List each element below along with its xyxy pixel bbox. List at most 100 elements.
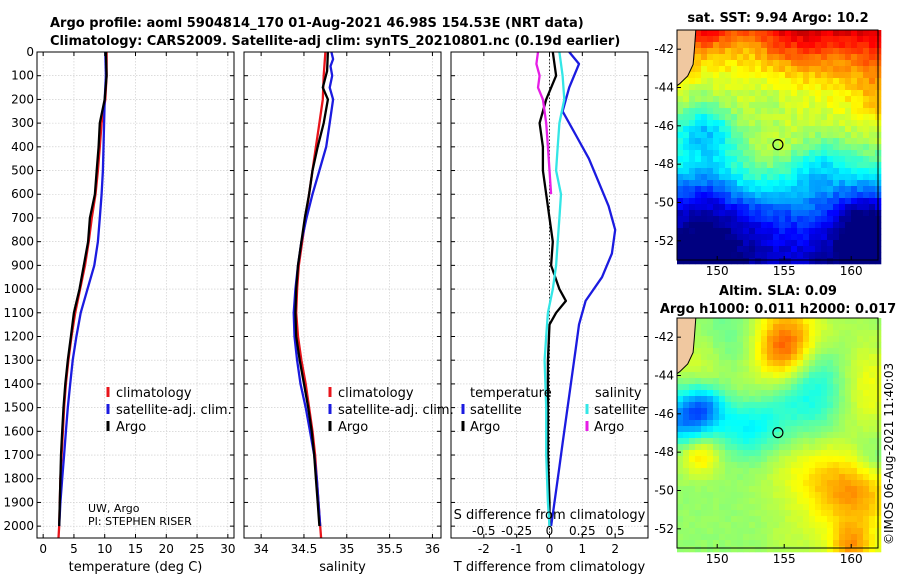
heatmap-cell <box>857 42 864 49</box>
heatmap-cell <box>863 534 870 541</box>
heatmap-cell <box>719 342 726 349</box>
heatmap-cell <box>785 372 792 379</box>
heatmap-cell <box>803 468 810 475</box>
heatmap-cell <box>821 36 828 43</box>
heatmap-cell <box>773 384 780 391</box>
heatmap-cell <box>821 420 828 427</box>
heatmap-cell <box>719 432 726 439</box>
heatmap-cell <box>701 330 708 337</box>
heatmap-cell <box>821 372 828 379</box>
heatmap-cell <box>677 162 684 169</box>
heatmap-cell <box>821 90 828 97</box>
heatmap-cell <box>731 324 738 331</box>
heatmap-cell <box>863 504 870 511</box>
heatmap-cell <box>683 186 690 193</box>
heatmap-cell <box>749 534 756 541</box>
heatmap-cell <box>683 408 690 415</box>
legend-label: Argo <box>338 420 368 435</box>
heatmap-cell <box>731 186 738 193</box>
heatmap-cell <box>779 228 786 235</box>
heatmap-cell <box>767 396 774 403</box>
heatmap-cell <box>797 210 804 217</box>
heatmap-cell <box>761 354 768 361</box>
heatmap-cell <box>749 30 756 37</box>
heatmap-cell <box>767 54 774 61</box>
heatmap-cell <box>707 132 714 139</box>
heatmap-cell <box>869 318 876 325</box>
heatmap-cell <box>755 396 762 403</box>
heatmap-cell <box>761 540 768 547</box>
heatmap-cell <box>719 540 726 547</box>
heatmap-cell <box>695 486 702 493</box>
heatmap-cell <box>821 354 828 361</box>
heatmap-cell <box>737 198 744 205</box>
heatmap-cell <box>791 450 798 457</box>
heatmap-cell <box>725 168 732 175</box>
heatmap-cell <box>743 156 750 163</box>
heatmap-cell <box>713 336 720 343</box>
heatmap-cell <box>737 336 744 343</box>
heatmap-cell <box>677 120 684 127</box>
heatmap-cell <box>761 432 768 439</box>
temperature-panel: 0100200300400500600700800900100011001200… <box>3 45 235 575</box>
heatmap-cell <box>749 126 756 133</box>
heatmap-cell <box>869 414 876 421</box>
heatmap-cell <box>803 180 810 187</box>
heatmap-cell <box>815 48 822 55</box>
heatmap-cell <box>821 540 828 547</box>
y-tick-label: 1500 <box>3 401 34 415</box>
heatmap-cell <box>779 528 786 535</box>
heatmap-cell <box>797 318 804 325</box>
heatmap-cell <box>737 102 744 109</box>
heatmap-cell <box>809 96 816 103</box>
heatmap-cell <box>719 132 726 139</box>
heatmap-cell <box>851 132 858 139</box>
heatmap-cell <box>701 144 708 151</box>
heatmap-cell <box>725 384 732 391</box>
heatmap-cell <box>677 546 684 553</box>
heatmap-cell <box>845 132 852 139</box>
heatmap-cell <box>821 534 828 541</box>
heatmap-cell <box>803 132 810 139</box>
heatmap-cell <box>713 528 720 535</box>
heatmap-cell <box>773 516 780 523</box>
heatmap-cell <box>773 372 780 379</box>
heatmap-cell <box>725 66 732 73</box>
heatmap-cell <box>761 258 768 265</box>
heatmap-cell <box>857 48 864 55</box>
series-line-climatology <box>295 51 327 539</box>
heatmap-cell <box>869 96 876 103</box>
heatmap-cell <box>719 390 726 397</box>
heatmap-cell <box>827 492 834 499</box>
heatmap-cell <box>821 108 828 115</box>
heatmap-cell <box>767 414 774 421</box>
heatmap-cell <box>851 126 858 133</box>
heatmap-cell <box>839 234 846 241</box>
heatmap-cell <box>755 222 762 229</box>
heatmap-cell <box>833 432 840 439</box>
heatmap-cell <box>821 396 828 403</box>
heatmap-cell <box>827 162 834 169</box>
heatmap-cell <box>677 402 684 409</box>
heatmap-cell <box>719 414 726 421</box>
heatmap-cell <box>815 96 822 103</box>
heatmap-cell <box>827 78 834 85</box>
heatmap-cell <box>827 252 834 259</box>
heatmap-cell <box>749 342 756 349</box>
heatmap-cell <box>689 84 696 91</box>
map-y-tick-label: -44 <box>654 81 674 95</box>
heatmap-cell <box>677 234 684 241</box>
heatmap-cell <box>863 90 870 97</box>
heatmap-cell <box>743 366 750 373</box>
heatmap-cell <box>773 192 780 199</box>
heatmap-cell <box>791 378 798 385</box>
heatmap-cell <box>743 48 750 55</box>
heatmap-cell <box>725 474 732 481</box>
heatmap-cell <box>857 90 864 97</box>
heatmap-cell <box>827 120 834 127</box>
heatmap-cell <box>737 204 744 211</box>
heatmap-cell <box>737 468 744 475</box>
heatmap-cell <box>749 168 756 175</box>
heatmap-cell <box>701 60 708 67</box>
heatmap-cell <box>731 174 738 181</box>
